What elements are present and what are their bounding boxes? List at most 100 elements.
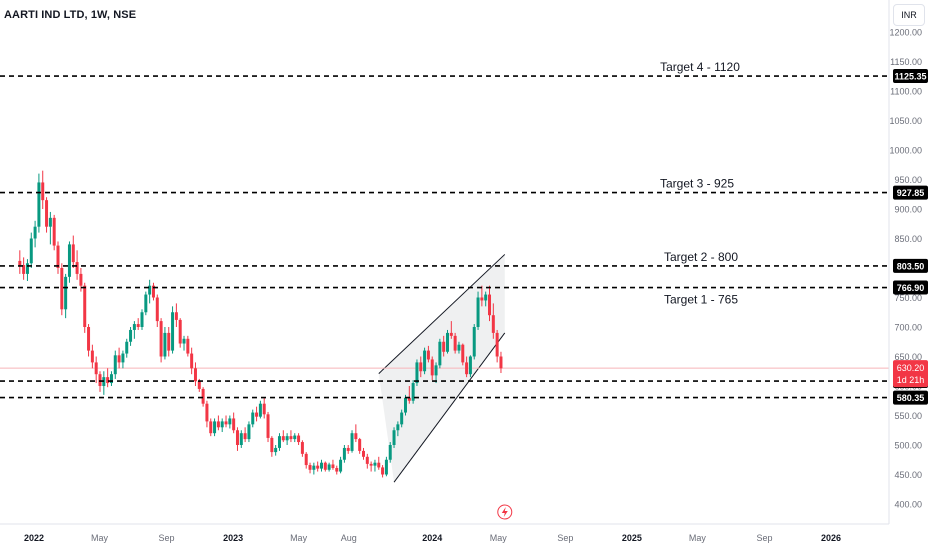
candle-body [155,297,159,322]
price-tick-label: 900.00 [894,205,922,215]
lightning-bolt-glyph [501,507,508,517]
currency-button[interactable]: INR [893,4,925,26]
candle-body [354,433,358,440]
candle-body [495,332,499,357]
price-tick-label: 400.00 [894,500,922,510]
candle-body [331,464,335,469]
candle-body [174,312,178,320]
candle-body [400,412,404,425]
time-tick-label: Sep [557,533,573,543]
price-tag [893,258,928,273]
time-tick-label: May [689,533,707,543]
candle-body [121,353,125,363]
candle-body [125,341,129,354]
candle-body [384,459,388,475]
candle-body [403,397,407,413]
target-level-label: Target 2 - 800 [664,250,738,264]
price-tags: 1125.35927.85803.50766.90608.40580.35630… [893,69,928,405]
candle-body [365,456,369,464]
time-tick-label: Sep [159,533,175,543]
candle-body [358,439,362,451]
time-tick-label: May [290,533,308,543]
candle-body [312,465,316,470]
time-tick-label: 2025 [622,533,642,543]
time-tick-label: 2022 [24,533,44,543]
candle-body [129,329,133,342]
price-tag-label: 580.35 [897,393,925,403]
candle-body [415,362,419,384]
candle-body [56,245,60,268]
price-tick-label: 1000.00 [889,146,922,156]
candle-body [323,462,327,470]
candle-body [136,324,140,327]
candle-body [373,462,377,466]
price-tag [893,185,928,200]
price-tag-label: 803.50 [897,261,925,271]
candle-body [186,338,190,354]
price-tag [893,280,928,295]
candle-body [64,276,68,310]
target-level-label: Target 1 - 765 [664,293,738,307]
candle-body [201,388,205,404]
candle-body [262,403,266,415]
candle-body [33,226,37,239]
candle-body [484,294,488,301]
candle-body [94,362,98,375]
candle-body [442,341,446,352]
candle-body [476,297,480,327]
candle-body [52,217,56,246]
candle-body [148,285,152,295]
candle-body [109,374,113,384]
price-tick-label: 1150.00 [890,57,922,67]
candle-body [407,397,411,401]
candle-body [335,468,339,472]
time-axis: 2022 May Sep 2023 May Aug 2024 May Sep 2025 May Sep… [0,523,889,543]
candle-body [197,381,201,389]
candle-body [113,355,117,375]
candle-body [342,447,346,460]
candle-body [499,356,503,369]
candle-body [87,327,91,351]
candle-body [480,297,484,301]
candle-body [216,421,220,428]
price-tag [893,390,928,405]
candle-body [243,433,247,440]
candle-body [251,412,255,425]
time-tick-label: 2023 [223,533,243,543]
current-price-tag [893,360,928,388]
event-marker [497,504,513,520]
candle-body [449,332,453,336]
candle-body [300,442,304,454]
time-tick-label: Sep [756,533,772,543]
candle-body [350,433,354,451]
candle-body [41,182,45,201]
price-tick-label: 1200.00 [889,28,922,38]
price-tag-label: 927.85 [897,188,925,198]
candle-body [457,344,461,351]
candle-body [18,260,22,266]
candle-body [491,315,495,333]
candle-body [438,341,442,366]
candle-body [381,467,385,475]
candle-body [132,324,136,330]
target-level-label: Target 4 - 1120 [660,60,740,74]
time-tick-label: 2026 [821,533,841,543]
candle-body [392,430,396,445]
candle-body [205,403,209,422]
candle-body [339,459,343,472]
candle-body [274,447,278,453]
candle-body [361,450,365,457]
candle-body [465,362,469,375]
candle-body [488,294,492,316]
symbol-title: AARTI IND LTD, 1W, NSE [4,9,137,21]
candle-body [79,273,83,286]
candle-body [270,437,274,453]
price-tick-label: 650.00 [894,352,922,362]
time-tick-label: May [91,533,109,543]
candle-body [45,200,49,227]
candle-body [98,374,102,386]
candle-body [388,445,392,460]
candle-body [117,355,121,363]
